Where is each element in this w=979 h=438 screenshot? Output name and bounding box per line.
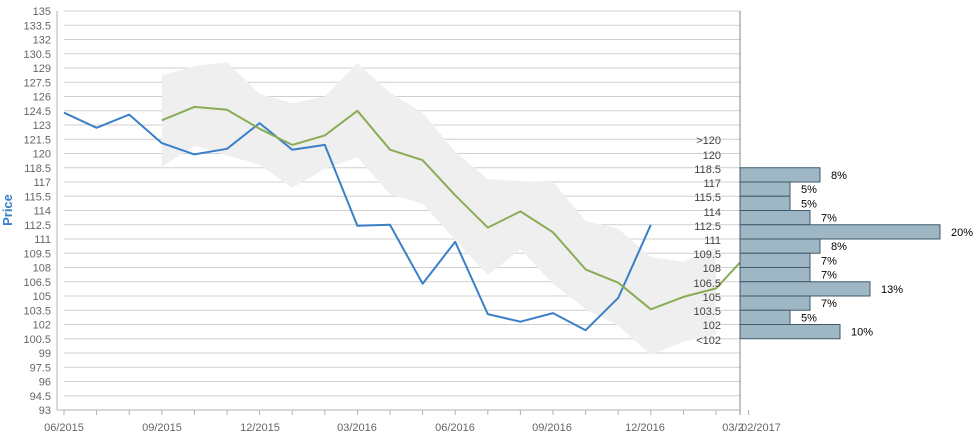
histogram-percent-label: 5% [801,184,817,196]
distribution-histogram: 8% 5% 5% 7% 20% 8% 7% 7% 13% 7% 5% 10% [739,167,973,340]
histogram-bin-label: 117 [703,178,721,190]
x-tick-label: 03/2016 [337,422,377,434]
y-tick-label: 106.5 [23,277,51,289]
histogram-percent-label: 5% [801,312,817,324]
y-tick-label: 103.5 [23,305,51,317]
histogram-bin-label: 111 [704,235,721,247]
histogram-percent-label: 20% [951,227,973,239]
y-tick-label: 133.5 [23,20,51,32]
histogram-percent-label: 8% [831,241,847,253]
histogram-bin-label: 103.5 [693,306,721,318]
y-tick-label: 135 [33,6,51,18]
histogram-percent-label: 5% [801,198,817,210]
y-tick-label: 97.5 [30,362,51,374]
histogram-bar [739,281,871,297]
y-tick-label: 118.5 [24,163,51,175]
histogram-bin-label: 109.5 [693,249,721,261]
histogram-percent-label: 7% [821,255,837,267]
y-tick-label: 130.5 [23,49,51,61]
x-tick-label: 02/2017 [741,422,781,434]
histogram-bin-label: 105 [703,292,721,304]
axes [56,11,750,415]
y-axis-ticks: 93 94.5 96 97.5 99 100.5 102 103.5 105 106.5 108 10… [23,6,51,417]
y-tick-label: 117 [33,177,51,189]
histogram-bar [739,195,791,211]
histogram-bin-label: <102 [696,335,721,347]
x-tick-label: 03/2 [722,422,743,434]
y-tick-label: 96 [39,377,51,389]
histogram-percent-label: 7% [821,213,837,225]
y-tick-label: 112.5 [24,220,51,232]
y-tick-label: 105 [33,291,51,303]
y-tick-label: 126 [33,92,51,104]
histogram-bin-label: >120 [696,135,721,147]
histogram-bin-label: 112.5 [694,221,721,233]
forecast-series-line [161,105,750,311]
x-tick-label: 12/2015 [240,422,280,434]
histogram-bar [739,324,841,340]
forecast-confidence-band [161,62,717,355]
y-tick-label: 93 [39,405,51,417]
y-tick-label: 124.5 [23,106,51,118]
histogram-bin-labels: >120 120 118.5 117 115.5 114 112.5 111 109.5 108 1… [693,135,721,347]
price-series-line [63,111,652,332]
histogram-bar [739,238,821,254]
y-tick-label: 129 [33,63,51,75]
y-tick-label: 123 [33,120,51,132]
y-tick-label: 102 [33,320,51,332]
x-axis-ticks: 06/2015 09/2015 12/2015 03/2016 06/2016 09/20… [44,422,781,434]
histogram-bin-label: 114 [703,207,721,219]
x-tick-label: 06/2016 [435,422,475,434]
x-tick-label: 06/2015 [44,422,84,434]
x-tick-label: 09/2015 [142,422,182,434]
x-tick-label: 09/2016 [532,422,572,434]
x-tick-label: 12/2016 [625,422,665,434]
histogram-bar [739,210,811,226]
gridlines [64,10,740,411]
y-tick-label: 111 [34,234,51,246]
histogram-bar [739,295,811,311]
y-tick-label: 109.5 [23,248,51,260]
histogram-bar [739,267,811,283]
y-tick-label: 120 [33,149,51,161]
y-tick-label: 114 [33,206,51,218]
y-tick-label: 132 [33,35,51,47]
histogram-bin-label: 115.5 [694,192,721,204]
histogram-bar [739,309,791,325]
histogram-bin-label: 108 [703,263,721,275]
y-tick-label: 100.5 [23,334,51,346]
y-tick-label: 108 [33,263,51,275]
y-tick-label: 127.5 [23,77,51,89]
y-axis-label: Price [0,194,15,226]
histogram-bar [739,224,941,240]
histogram-percent-label: 13% [881,284,903,296]
histogram-bin-label: 102 [703,320,721,332]
histogram-bin-label: 118.5 [694,164,721,176]
y-tick-label: 94.5 [30,391,51,403]
histogram-percent-label: 7% [821,270,837,282]
histogram-percent-label: 8% [831,170,847,182]
series-lines [63,105,750,332]
histogram-percent-label: 10% [851,327,873,339]
histogram-bin-label: 106.5 [693,278,721,290]
histogram-bin-label: 120 [703,150,721,162]
y-tick-label: 115.5 [24,191,51,203]
y-tick-label: 99 [39,348,51,360]
y-tick-label: 121.5 [23,134,51,146]
histogram-percent-label: 7% [821,298,837,310]
histogram-bar [739,252,811,268]
histogram-bar [739,167,821,183]
histogram-bar [739,181,791,197]
